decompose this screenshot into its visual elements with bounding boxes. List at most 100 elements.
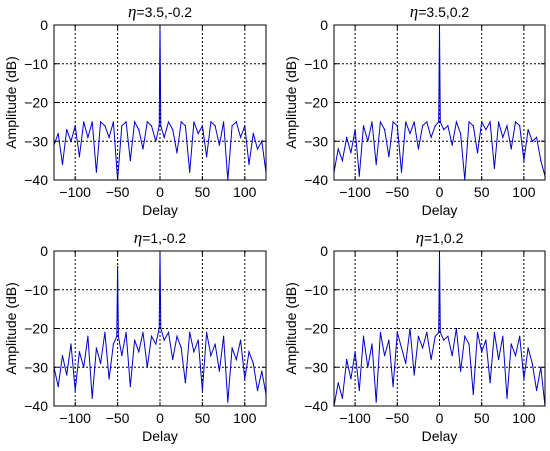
data-point: [133, 121, 136, 123]
data-point: [527, 347, 529, 349]
eta-symbol: η: [416, 228, 424, 247]
data-point: [252, 132, 254, 135]
data-point: [244, 378, 246, 380]
x-tick-label: 50: [195, 184, 211, 200]
data-point: [252, 362, 254, 364]
panel-title-values: =3.5,0.2: [418, 4, 469, 20]
data-point: [405, 362, 407, 364]
data-point: [261, 370, 263, 372]
x-tick-label: −50: [385, 184, 409, 200]
data-point: [155, 343, 157, 345]
data-point: [210, 121, 212, 123]
data-point: [180, 121, 182, 123]
x-tick-label: 100: [233, 184, 257, 200]
data-point: [443, 339, 445, 341]
data-point: [439, 121, 441, 123]
data-point: [117, 335, 120, 337]
data-point: [493, 331, 495, 333]
data-point: [78, 156, 81, 158]
data-point: [223, 335, 225, 337]
data-point: [540, 160, 542, 162]
x-tick-label: −50: [106, 184, 130, 200]
y-tick-label: 0: [40, 243, 48, 259]
data-point: [163, 339, 165, 341]
data-point: [535, 136, 538, 138]
data-point: [519, 335, 521, 337]
y-axis-title: Amplitude (dB): [283, 282, 299, 375]
data-point: [189, 331, 191, 333]
data-point: [108, 378, 110, 380]
y-tick-label: −10: [24, 282, 48, 298]
chart-panel-2: −100 −50 0 50 100 0 −10 −20 −30 −40 Delay Amplitude…: [283, 2, 546, 218]
data-point: [244, 125, 246, 127]
data-point: [146, 366, 148, 368]
data-point: [514, 121, 517, 123]
data-point: [91, 397, 93, 399]
data-point: [197, 132, 199, 135]
data-point: [214, 343, 216, 345]
data-point: [413, 374, 415, 376]
data-point: [341, 397, 344, 399]
data-point: [384, 129, 386, 131]
data-point: [451, 355, 453, 357]
data-point: [434, 335, 436, 337]
y-tick-label: −10: [24, 56, 48, 72]
y-axis-title: Amplitude (dB): [3, 282, 19, 375]
data-point: [95, 347, 97, 349]
data-point: [138, 351, 140, 353]
data-point: [87, 335, 89, 337]
data-point: [201, 125, 203, 127]
data-point: [167, 331, 170, 333]
data-point: [371, 121, 373, 123]
data-point: [502, 335, 504, 337]
x-axis-title: Delay: [422, 202, 458, 218]
data-point: [108, 136, 110, 138]
data-point: [354, 351, 356, 353]
data-point: [371, 343, 373, 345]
data-point: [104, 125, 106, 127]
data-point: [150, 125, 153, 127]
data-point: [489, 382, 491, 384]
y-tick-label: −20: [304, 95, 328, 111]
data-point: [438, 331, 440, 333]
data-point: [61, 355, 64, 357]
chart-panel-1: −100 −50 0 50 100 0 −10 −20 −30 −40 Delay Amplitude…: [3, 2, 267, 218]
data-point: [172, 129, 174, 131]
data-point: [434, 125, 436, 127]
eta-symbol: η: [128, 2, 136, 21]
data-point: [409, 132, 411, 135]
y-axis-title: Amplitude (dB): [3, 56, 19, 149]
panel-title: η=3.5,-0.2: [128, 2, 192, 21]
data-point: [235, 121, 237, 123]
data-point: [375, 401, 377, 403]
data-point: [362, 125, 365, 127]
x-tick-label: −100: [339, 410, 371, 426]
data-point: [460, 132, 462, 135]
x-tick-label: 100: [233, 410, 257, 426]
x-tick-label: 50: [195, 410, 211, 426]
y-tick-label: −30: [304, 359, 328, 375]
eta-symbol: η: [410, 2, 418, 21]
data-point: [100, 362, 102, 364]
data-point: [129, 386, 131, 388]
data-point: [104, 331, 106, 333]
panel-title-values: =1,0.2: [424, 230, 464, 246]
data-point: [239, 136, 242, 138]
data-point: [443, 129, 445, 131]
data-point: [375, 163, 377, 166]
data-point: [354, 129, 356, 131]
data-point: [248, 351, 250, 353]
data-point: [506, 125, 508, 127]
x-axis-title: Delay: [142, 428, 178, 444]
data-point: [66, 129, 68, 131]
data-point: [430, 358, 432, 361]
data-point: [531, 362, 533, 364]
data-point: [180, 347, 182, 349]
data-point: [201, 389, 203, 392]
data-point: [422, 125, 424, 127]
data-point: [396, 125, 398, 127]
data-point: [146, 121, 148, 123]
data-point: [337, 382, 339, 384]
data-point: [341, 160, 344, 162]
data-point: [506, 397, 508, 399]
